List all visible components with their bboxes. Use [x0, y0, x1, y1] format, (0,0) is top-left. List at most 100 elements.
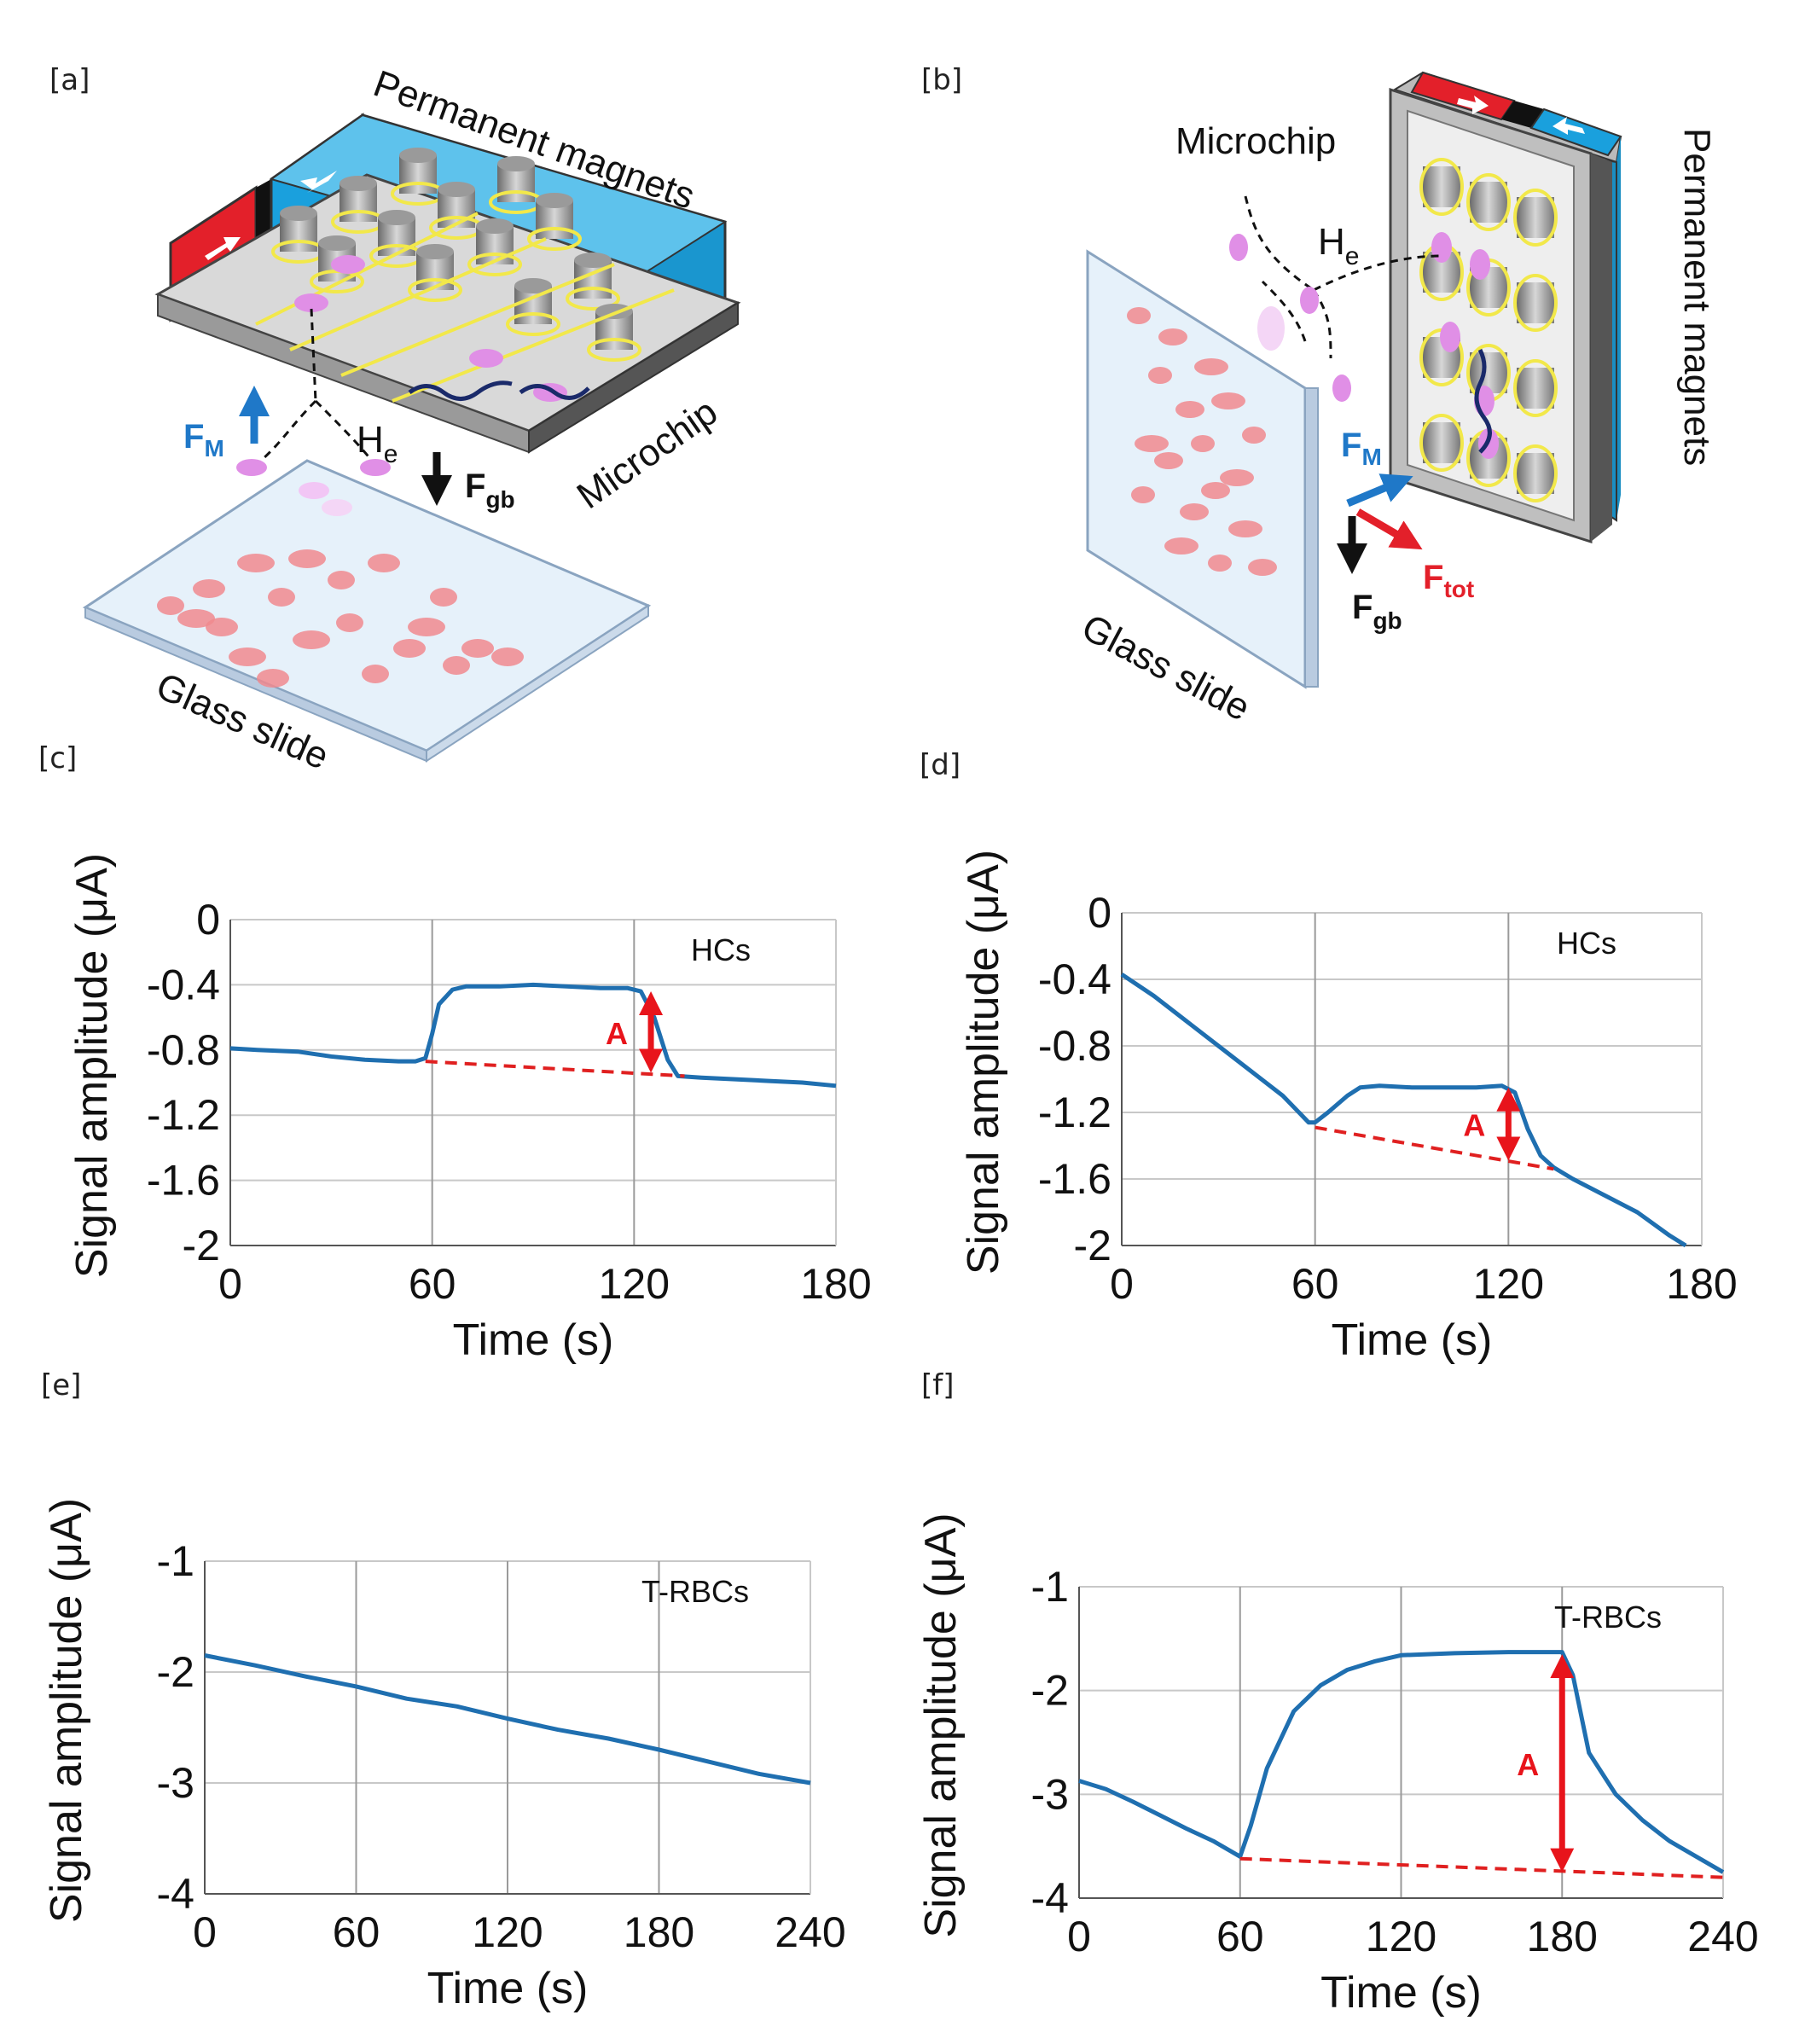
- fgb-label-a: Fgb: [465, 467, 515, 513]
- red-blood-cell: [237, 554, 275, 572]
- fm-arrow-b: [1346, 473, 1413, 508]
- x-axis-title: Time (s): [1332, 1315, 1493, 1365]
- red-blood-cell: [229, 647, 266, 666]
- pillar-top: [574, 253, 612, 268]
- red-blood-cell: [268, 588, 295, 607]
- red-blood-cell: [193, 579, 225, 598]
- x-tick-label: 0: [1067, 1913, 1091, 1960]
- red-blood-cell: [1211, 392, 1245, 409]
- baseline-dashed: [1315, 1125, 1554, 1171]
- fgb-label-b: Fgb: [1352, 589, 1402, 634]
- pillar-top: [497, 156, 535, 171]
- red-blood-cell: [1154, 452, 1183, 469]
- y-tick-label: -0.8: [147, 1026, 220, 1074]
- field-label-b: He: [1318, 221, 1359, 270]
- amplitude-label: A: [606, 1016, 628, 1051]
- pillar-top: [514, 278, 552, 293]
- floating-cell: [299, 482, 329, 499]
- pillar-top: [378, 210, 415, 225]
- red-blood-cell: [257, 669, 289, 688]
- captured-cell: [1440, 322, 1460, 352]
- red-blood-cell: [393, 639, 426, 658]
- coil: [1466, 173, 1511, 231]
- x-tick-label: 180: [800, 1260, 871, 1308]
- panel-a-label: [a]: [49, 63, 90, 97]
- pillar: [1517, 453, 1554, 494]
- red-blood-cell: [362, 665, 389, 683]
- micro-pillars-b: [1419, 158, 1558, 502]
- legend-label: HCs: [691, 932, 751, 967]
- coil: [1419, 414, 1464, 472]
- red-blood-cell: [1220, 469, 1254, 486]
- y-tick-label: -0.4: [1038, 955, 1111, 1003]
- red-blood-cell: [157, 596, 184, 615]
- y-tick-label: -1.6: [1038, 1155, 1111, 1203]
- red-blood-cell: [1191, 435, 1215, 452]
- x-axis-title: Time (s): [453, 1315, 614, 1365]
- x-tick-label: 120: [472, 1908, 543, 1956]
- floating-cell: [360, 459, 391, 476]
- x-tick-label: 240: [1687, 1913, 1758, 1960]
- field-label-a: He: [357, 419, 398, 468]
- legend-label: T-RBCs: [1554, 1600, 1662, 1635]
- y-tick-label: 0: [1088, 889, 1111, 937]
- pillar-top: [595, 304, 633, 319]
- pillar: [1517, 368, 1554, 409]
- cells-a: [157, 549, 524, 688]
- captured-cell: [1431, 232, 1452, 263]
- y-tick-label: -3: [157, 1759, 194, 1807]
- y-axis-title: Signal amplitude (μA): [67, 853, 117, 1278]
- coil: [467, 253, 522, 276]
- red-blood-cell: [1135, 435, 1169, 452]
- floating-cell: [322, 499, 352, 516]
- pillar: [1517, 197, 1554, 238]
- magnet-block-b: [1392, 71, 1622, 522]
- coil: [527, 227, 582, 251]
- red-blood-cell: [328, 571, 355, 589]
- pillar: [1517, 282, 1554, 323]
- red-blood-cell: [1201, 482, 1230, 499]
- x-tick-label: 0: [193, 1908, 217, 1956]
- x-tick-label: 180: [1666, 1260, 1737, 1308]
- red-blood-cell: [1148, 367, 1172, 384]
- red-blood-cell: [1228, 520, 1262, 537]
- coil: [566, 287, 620, 311]
- red-blood-cell: [336, 613, 363, 632]
- glass-slide-a: [82, 459, 652, 763]
- fm-label-a: FM: [183, 418, 224, 462]
- coil-trace: [340, 263, 615, 377]
- pillar-top: [318, 235, 356, 251]
- glass-slide-b: [1086, 249, 1319, 689]
- x-tick-label: 120: [599, 1260, 670, 1308]
- coil-trace: [392, 288, 675, 403]
- pillar-top: [438, 182, 475, 197]
- baseline-dashed: [425, 1060, 685, 1078]
- series-line: [1120, 973, 1687, 1248]
- floating-cell: [1300, 287, 1319, 314]
- y-axis-title: Signal amplitude (μA): [916, 1513, 966, 1937]
- coil: [1513, 444, 1558, 502]
- chart-e: -1 -2 -3 -40 60 120 180 240 Time (s) Signal ampli…: [42, 1498, 846, 2013]
- ftot-arrow-b: [1355, 508, 1423, 550]
- red-blood-cell: [368, 554, 400, 572]
- red-blood-cell: [288, 549, 326, 568]
- red-blood-cell: [1194, 358, 1228, 375]
- magnets-label-b: Permanent magnets: [1676, 128, 1718, 466]
- x-tick-label: 180: [624, 1908, 694, 1956]
- coil: [1419, 158, 1464, 216]
- field-lines-a: [255, 308, 377, 467]
- y-tick-label: -4: [157, 1870, 194, 1918]
- pillar-top: [536, 193, 573, 208]
- pillar: [1423, 166, 1460, 207]
- red-blood-cell: [491, 647, 524, 666]
- y-tick-label: -2: [1031, 1667, 1069, 1715]
- pillar-top: [340, 176, 377, 191]
- y-tick-label: -1.6: [147, 1157, 220, 1205]
- x-tick-label: 120: [1473, 1260, 1544, 1308]
- y-tick-label: -0.4: [147, 961, 220, 1008]
- pillar: [1470, 182, 1507, 223]
- panel-a-diagram: [a] Permanent magnets Microchip: [49, 62, 741, 778]
- y-tick-label: -2: [1074, 1222, 1111, 1269]
